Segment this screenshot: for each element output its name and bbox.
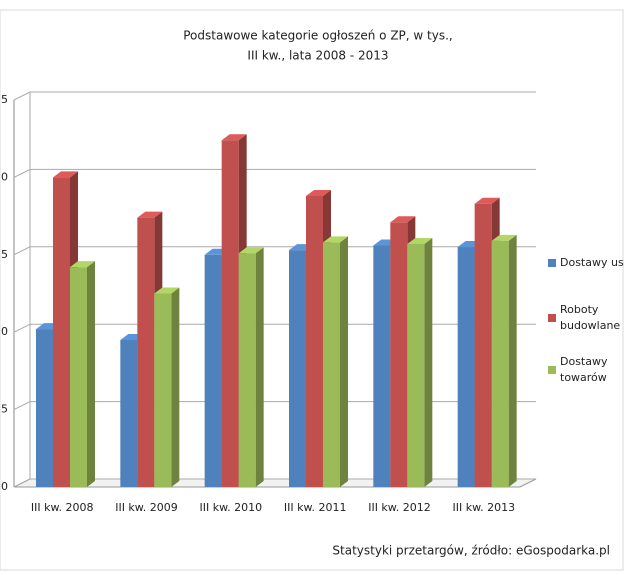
bar (137, 217, 155, 487)
bar (457, 247, 475, 487)
bar (70, 267, 87, 487)
source-note: Statystyki przetargów, źródło: eGospodar… (332, 544, 610, 558)
x-tick-label: III kw. 2013 (453, 501, 516, 514)
bar (289, 250, 306, 487)
grid-line (13, 246, 536, 256)
bar (36, 329, 53, 487)
legend-label: Dostawy usług (560, 256, 624, 269)
legend-label: Roboty budowlane (560, 303, 620, 332)
bar-side (340, 236, 348, 487)
x-tick-label: III kw. 2009 (115, 501, 178, 514)
bar (120, 339, 138, 487)
bar (238, 253, 256, 487)
grid-line (13, 478, 536, 488)
bar-side (424, 237, 433, 487)
y-tick-label: 0 (1, 480, 8, 493)
grid-line (13, 91, 536, 101)
bar (373, 245, 391, 487)
bar (154, 293, 172, 487)
bar-top (154, 287, 180, 294)
bar-side (508, 234, 517, 487)
bar-top (70, 261, 95, 268)
chart-subtitle: III kw., lata 2008 - 2013 (247, 49, 388, 63)
bar-top (407, 237, 433, 244)
legend-swatch (548, 366, 556, 374)
y-tick-label: 25 (0, 93, 8, 106)
bar-top (221, 134, 247, 141)
bar (53, 177, 70, 487)
x-tick-label: III kw. 2008 (31, 501, 94, 514)
bar-side (171, 287, 180, 487)
grid-line (13, 168, 536, 178)
bar-side (87, 261, 95, 487)
bar-top (306, 189, 331, 196)
bar-top (390, 216, 416, 223)
y-tick-label: 20 (0, 170, 8, 183)
bar (474, 203, 492, 487)
bar (204, 254, 222, 487)
y-tick-label: 15 (0, 248, 8, 261)
bar-top (137, 211, 163, 218)
y-tick-label: 5 (1, 403, 8, 416)
y-tick-label: 10 (0, 325, 8, 338)
bar (323, 242, 340, 487)
bar-top (238, 247, 264, 254)
grid-line (13, 401, 536, 411)
chart-title: Podstawowe kategorie ogłoszeń o ZP, w ty… (183, 29, 452, 43)
x-tick-label: III kw. 2010 (200, 501, 263, 514)
bar-top (323, 236, 348, 243)
legend-swatch (548, 314, 556, 322)
bar (306, 195, 323, 487)
bar (390, 222, 408, 488)
legend-swatch (548, 259, 556, 267)
bar-top (491, 234, 517, 241)
x-tick-label: III kw. 2012 (368, 501, 431, 514)
bar (407, 243, 425, 487)
x-tick-label: III kw. 2011 (284, 501, 347, 514)
grid-line (13, 323, 536, 333)
bar-side (255, 247, 264, 487)
bar-top (474, 197, 500, 204)
bar-top (53, 171, 78, 178)
bar (221, 140, 239, 488)
legend-label: Dostawy towarów (560, 355, 608, 384)
bar (491, 240, 509, 487)
